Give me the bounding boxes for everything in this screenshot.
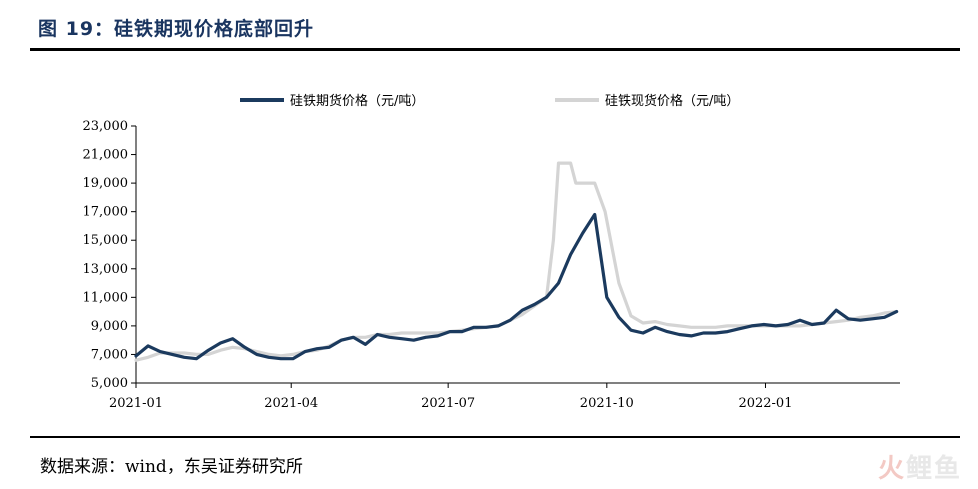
y-tick-label: 11,000 [83,290,129,305]
x-tick-label: 2022-01 [738,396,792,411]
bottom-rule [30,436,960,438]
y-tick-label: 21,000 [83,148,129,163]
y-tick-label: 5,000 [91,376,128,391]
chart-lines [134,161,899,362]
x-axis-ticks: 2021-01 2021-04 2021-07 2021-10 2022-01 [109,383,792,411]
y-tick-label: 7,000 [91,347,128,362]
line-chart: 5,000 7,000 9,000 11,000 13,000 15,000 17,000 1… [83,93,900,411]
figure-title: 图 19：硅铁期现价格底部回升 [38,18,315,40]
legend-label: 硅铁期货价格（元/吨） [290,93,424,109]
x-tick-label: 2021-07 [421,396,475,411]
series-line-futures [134,212,899,361]
y-axis-ticks: 5,000 7,000 9,000 11,000 13,000 15,000 17,000 1… [83,119,136,391]
legend-label: 硅铁现货价格（元/吨） [605,93,739,109]
y-tick-label: 9,000 [91,319,128,334]
chart-legend: 硅铁期货价格（元/吨） 硅铁现货价格（元/吨） [240,93,739,109]
legend-item-spot: 硅铁现货价格（元/吨） [555,93,739,109]
top-rule [30,48,960,51]
y-tick-label: 17,000 [83,205,129,220]
source-note: 数据来源：wind，东吴证券研究所 [40,457,303,477]
chart-axes [135,126,900,384]
y-tick-label: 15,000 [83,233,129,248]
y-tick-label: 13,000 [83,262,129,277]
x-tick-label: 2021-01 [109,396,163,411]
x-tick-label: 2021-04 [264,396,318,411]
y-tick-label: 23,000 [83,119,129,134]
watermark-char: 鱼 [933,454,962,484]
watermark-logo: 火鲤鱼 [878,448,962,485]
watermark-char: 鲤 [905,454,934,484]
x-tick-label: 2021-10 [580,396,634,411]
legend-item-futures: 硅铁期货价格（元/吨） [240,93,424,109]
y-tick-label: 19,000 [83,176,129,191]
series-line-spot [134,161,899,362]
watermark-char: 火 [877,454,906,484]
